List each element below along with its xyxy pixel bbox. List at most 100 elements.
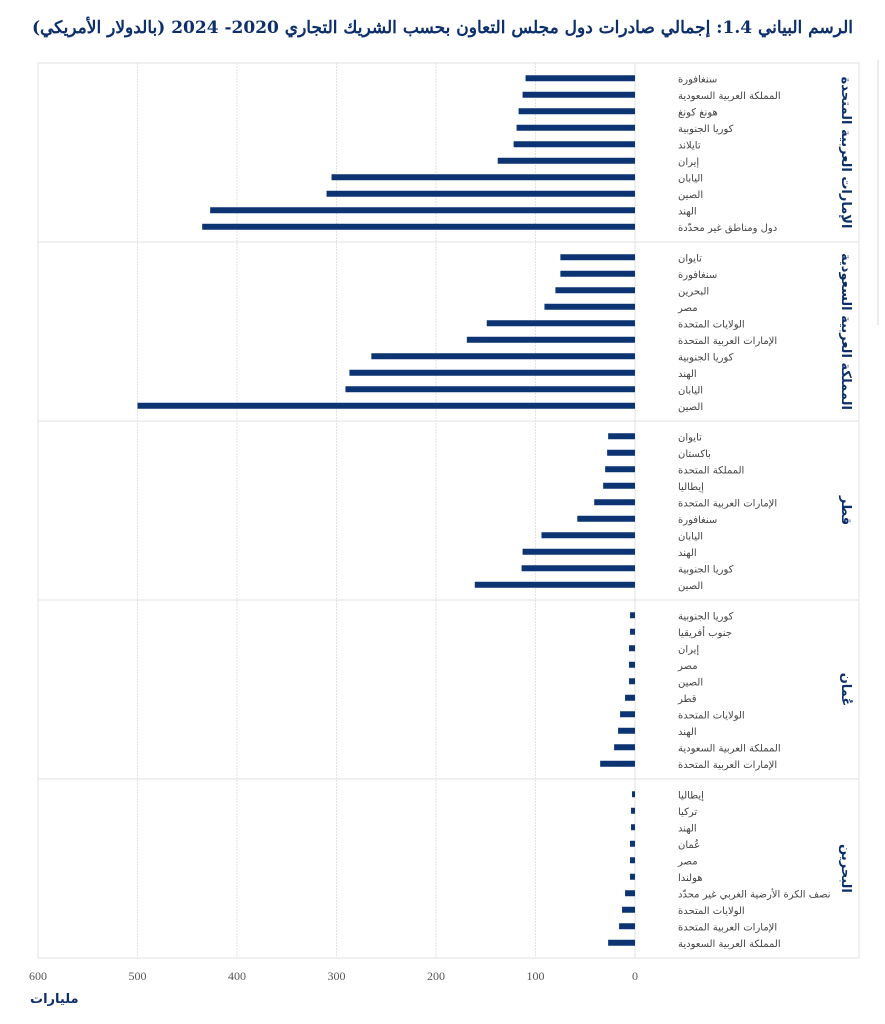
bar (497, 157, 635, 164)
plot-border (37, 62, 860, 959)
category-label: الإمارات العربية المتحدة (678, 922, 777, 933)
bar (326, 190, 635, 197)
bar (630, 857, 635, 864)
category-label: إيران (678, 157, 699, 168)
bar (631, 807, 635, 814)
x-tick-label: 400 (228, 969, 246, 983)
bar (594, 499, 635, 506)
x-axis-unit-label: مليارات (30, 992, 79, 1007)
x-tick-label: 600 (29, 969, 47, 983)
category-label: الولايات المتحدة (678, 906, 745, 917)
category-label: الهند (678, 727, 697, 738)
bar (137, 402, 635, 409)
group-label: المملكة العربية السعودية (838, 253, 853, 410)
category-label: الصين (678, 402, 703, 413)
group-label: البحرين (838, 844, 853, 893)
category-label: إيران (678, 644, 699, 655)
category-label: الصين (678, 677, 703, 688)
category-label: المملكة العربية السعودية (678, 743, 781, 754)
category-label: إيطاليا (678, 790, 704, 801)
category-label: البحرين (678, 286, 709, 297)
bar (625, 890, 635, 897)
bar (603, 482, 635, 489)
x-tick-label: 500 (129, 969, 147, 983)
category-label: اليابان (678, 385, 703, 396)
bar (349, 369, 635, 376)
bar (625, 694, 635, 701)
bar (614, 744, 635, 751)
category-label: الولايات المتحدة (678, 710, 745, 721)
bar (629, 678, 635, 685)
x-tick-label: 200 (427, 969, 445, 983)
category-label: اليابان (678, 173, 703, 184)
bar (577, 515, 635, 522)
bar (631, 824, 635, 831)
chart-title: الرسم البياني 1.4: إجمالي صادرات دول مجل… (31, 18, 854, 38)
bar (516, 124, 635, 131)
bar (560, 270, 635, 277)
bar (522, 548, 635, 555)
bar (521, 565, 635, 572)
bar (632, 791, 635, 798)
category-label: المملكة العربية السعودية (678, 939, 781, 950)
category-label: الولايات المتحدة (678, 319, 745, 330)
bar (518, 108, 635, 115)
bar (618, 727, 635, 734)
category-label: سنغافورة (678, 515, 717, 526)
category-label: قطر (677, 694, 697, 705)
category-label: كوريا الجنوبية (678, 611, 734, 622)
axis-layer: 0 100 200 300 400 500 600 (29, 969, 638, 983)
bar (607, 449, 635, 456)
bar (630, 840, 635, 847)
bar (513, 141, 635, 148)
category-label: كوريا الجنوبية (678, 352, 734, 363)
bar (466, 336, 635, 343)
category-label: كوريا الجنوبية (678, 564, 734, 575)
x-tick-label: 300 (328, 969, 346, 983)
bar (630, 873, 635, 880)
category-label: تايلاند (678, 140, 701, 151)
category-label: الصين (678, 581, 703, 592)
bar (371, 353, 635, 360)
category-label: الإمارات العربية المتحدة (678, 336, 777, 347)
bar (560, 254, 635, 261)
grid-layer (37, 62, 860, 959)
category-label: سنغافورة (678, 270, 717, 281)
bar (202, 223, 636, 230)
bar (210, 207, 635, 214)
category-label: عُمان (678, 839, 700, 851)
category-label: مصر (677, 661, 698, 672)
bar-layer (137, 75, 636, 946)
category-label: الهند (678, 369, 697, 380)
bar (544, 303, 635, 310)
category-label: إيطاليا (678, 482, 704, 493)
bar (555, 287, 635, 294)
category-label: مصر (677, 303, 698, 314)
category-label: الصين (678, 190, 703, 201)
group-label: قطر (838, 495, 853, 525)
category-label: تايوان (678, 253, 702, 264)
group-label: الإمارات العربية المتحدة (838, 77, 853, 229)
group-label: عُمان (838, 673, 854, 707)
category-label: كوريا الجنوبية (678, 124, 734, 135)
bar (522, 91, 635, 98)
bar (486, 320, 635, 327)
category-label: مصر (677, 856, 698, 867)
category-label: نصف الكرة الأرضية الغربي غير محدّد (678, 887, 831, 900)
bar (525, 75, 635, 82)
category-label: المملكة العربية السعودية (678, 91, 781, 102)
category-label: اليابان (678, 531, 703, 542)
bar (630, 628, 635, 635)
category-label: سنغافورة (678, 74, 717, 85)
category-label: المملكة المتحدة (678, 465, 744, 476)
bar (608, 433, 635, 440)
bar (629, 661, 635, 668)
label-layer: سنغافورة المملكة العربية السعودية هونغ كون… (677, 74, 854, 950)
x-tick-label: 100 (527, 969, 545, 983)
scrollbar[interactable] (877, 60, 879, 325)
x-tick-label: 0 (632, 969, 638, 983)
bar (622, 906, 635, 913)
bar (608, 939, 635, 946)
bar (630, 612, 635, 619)
